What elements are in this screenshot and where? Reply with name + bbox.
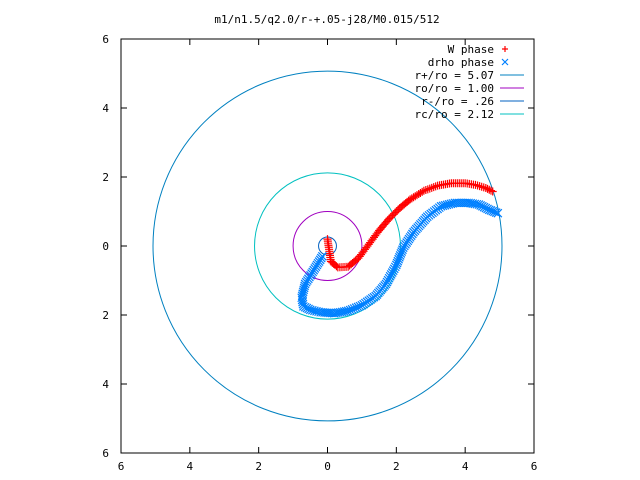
legend-label: W phase <box>448 43 494 56</box>
x-tick-label: 0 <box>324 460 331 473</box>
data-point <box>479 183 488 192</box>
x-tick-label: 6 <box>531 460 538 473</box>
x-tick-label: 6 <box>118 460 125 473</box>
x-tick-label: 2 <box>255 460 262 473</box>
data-point <box>473 181 482 190</box>
data-point <box>418 187 427 196</box>
y-tick-label: 4 <box>102 378 109 391</box>
x-tick-label: 4 <box>187 460 194 473</box>
y-tick-label: 4 <box>102 102 109 115</box>
data-point <box>491 208 501 217</box>
data-point <box>477 182 486 191</box>
y-tick-label: 6 <box>102 447 109 460</box>
data-point <box>429 183 438 192</box>
y-tick-label: 6 <box>102 33 109 46</box>
y-tick-label: 2 <box>102 309 109 322</box>
circle-layer <box>152 70 503 422</box>
series-1 <box>297 198 503 318</box>
series-0 <box>323 179 497 272</box>
y-tick-label: 0 <box>102 240 109 253</box>
data-point <box>419 186 428 195</box>
data-point <box>421 186 430 195</box>
legend-label: rc/ro = 2.12 <box>415 108 494 121</box>
legend-label: r-/ro = .26 <box>421 95 494 108</box>
data-point <box>486 186 495 195</box>
legend-label: r+/ro = 5.07 <box>415 69 494 82</box>
x-tick-label: 2 <box>393 460 400 473</box>
legend-swatch <box>501 58 509 66</box>
data-point <box>485 185 494 194</box>
data-point <box>471 180 480 189</box>
y-tick-label: 2 <box>102 171 109 184</box>
legend-swatch <box>502 46 508 52</box>
circle-series-3 <box>292 211 363 281</box>
data-point <box>425 184 434 193</box>
data-point <box>493 208 503 218</box>
legend-label: drho phase <box>428 56 494 69</box>
circle-series-5 <box>254 172 401 320</box>
data-point <box>423 185 432 194</box>
data-point <box>488 187 497 196</box>
data-point <box>431 182 440 191</box>
data-point <box>483 184 492 193</box>
series-layer <box>297 179 503 318</box>
data-point <box>427 183 436 192</box>
x-tick-label: 4 <box>462 460 469 473</box>
legend-label: ro/ro = 1.00 <box>415 82 494 95</box>
chart-title: m1/n1.5/q2.0/r-+.05-j28/M0.015/512 <box>214 13 439 26</box>
data-point <box>332 262 341 271</box>
circle-series-2 <box>152 70 503 422</box>
data-point <box>475 182 484 191</box>
data-point <box>481 184 490 193</box>
